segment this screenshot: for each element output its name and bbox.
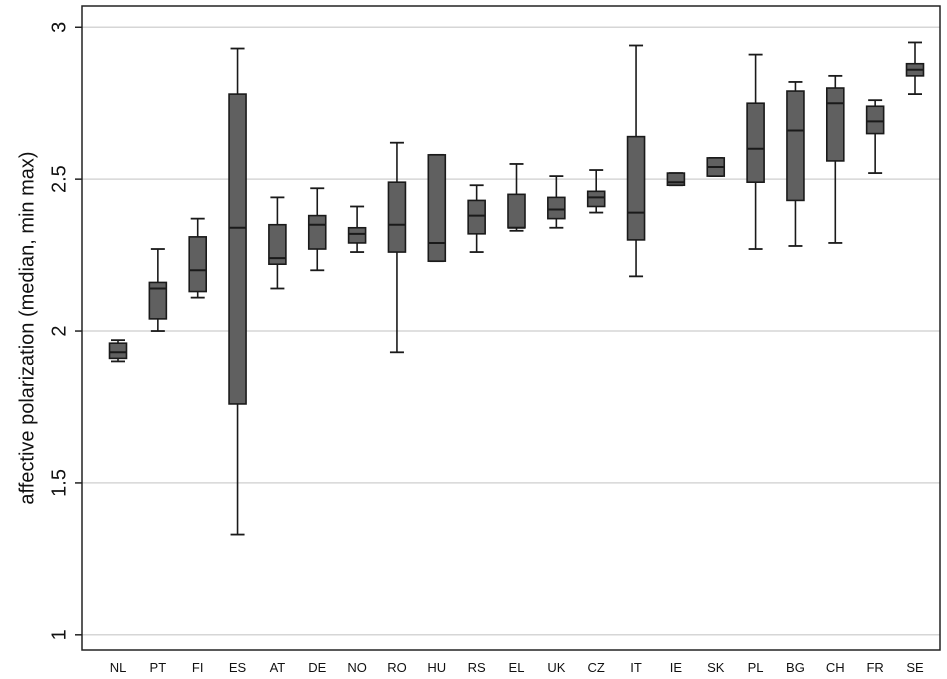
y-tick-label: 2.5 bbox=[48, 165, 70, 193]
iqr-box bbox=[586, 190, 606, 208]
x-category-label: EL bbox=[509, 660, 525, 675]
x-category-label: RS bbox=[468, 660, 486, 675]
box-fr bbox=[865, 99, 885, 174]
x-category-label: CH bbox=[826, 660, 845, 675]
iqr-box bbox=[865, 105, 885, 135]
x-category-label: SK bbox=[707, 660, 725, 675]
plot-area-frame bbox=[81, 5, 941, 651]
box-sk bbox=[706, 156, 726, 178]
x-category-label: NO bbox=[347, 660, 367, 675]
box-uk bbox=[547, 175, 566, 229]
box-at bbox=[268, 196, 287, 290]
y-tick-label: 1 bbox=[48, 629, 70, 640]
x-category-label: IE bbox=[670, 660, 683, 675]
iqr-box bbox=[268, 223, 287, 266]
iqr-box bbox=[786, 90, 805, 202]
box-cz bbox=[586, 169, 606, 214]
box-nl bbox=[108, 339, 128, 363]
x-category-label: BG bbox=[786, 660, 805, 675]
x-axis-category-labels: NL PT FI ES AT DE NO RO HU RS EL UK CZ IT IE SK PL BG CH FR… bbox=[110, 660, 924, 675]
y-tick-label: 1.5 bbox=[48, 469, 70, 497]
gridlines bbox=[82, 26, 940, 636]
box-es bbox=[228, 47, 247, 536]
iqr-box bbox=[387, 181, 407, 253]
iqr-box bbox=[666, 172, 686, 187]
iqr-box bbox=[825, 87, 845, 162]
box-series bbox=[108, 41, 925, 536]
iqr-box bbox=[507, 193, 526, 229]
iqr-box bbox=[108, 342, 128, 360]
x-category-label: PT bbox=[150, 660, 167, 675]
iqr-box bbox=[148, 281, 168, 320]
x-category-label: FI bbox=[192, 660, 204, 675]
box-bg bbox=[786, 81, 805, 247]
x-category-label: HU bbox=[427, 660, 446, 675]
iqr-box bbox=[307, 214, 327, 250]
y-axis-title: affective polarization (median, min max) bbox=[16, 151, 38, 504]
y-tick-label: 2 bbox=[48, 325, 70, 336]
x-category-label: ES bbox=[229, 660, 247, 675]
iqr-box bbox=[347, 226, 367, 244]
box-se bbox=[905, 41, 925, 95]
box-it bbox=[626, 44, 646, 278]
x-category-label: CZ bbox=[588, 660, 605, 675]
x-category-label: DE bbox=[308, 660, 326, 675]
x-category-label: PL bbox=[748, 660, 764, 675]
box-ro bbox=[387, 141, 407, 354]
box-ie bbox=[666, 172, 686, 187]
box-rs bbox=[467, 184, 486, 253]
x-category-label: FR bbox=[866, 660, 883, 675]
iqr-box bbox=[427, 154, 447, 262]
box-ch bbox=[825, 74, 845, 244]
iqr-box bbox=[228, 93, 247, 405]
box-no bbox=[347, 205, 367, 253]
x-category-label: RO bbox=[387, 660, 407, 675]
y-tick-label: 3 bbox=[48, 22, 70, 33]
box-de bbox=[307, 187, 327, 272]
iqr-box bbox=[746, 102, 765, 183]
box-pt bbox=[148, 248, 168, 332]
iqr-box bbox=[467, 199, 486, 235]
iqr-box bbox=[626, 135, 646, 241]
x-category-label: SE bbox=[906, 660, 924, 675]
box-hu bbox=[427, 153, 447, 263]
x-category-label: IT bbox=[630, 660, 642, 675]
box-el bbox=[507, 163, 526, 232]
iqr-box bbox=[188, 236, 207, 293]
iqr-box bbox=[547, 196, 566, 220]
x-category-label: NL bbox=[110, 660, 127, 675]
box-pl bbox=[746, 53, 765, 250]
x-category-label: UK bbox=[547, 660, 565, 675]
box-fi bbox=[188, 217, 207, 299]
y-axis-ticks: 1 1.5 2 2.5 3 bbox=[48, 22, 82, 640]
x-category-label: AT bbox=[270, 660, 286, 675]
